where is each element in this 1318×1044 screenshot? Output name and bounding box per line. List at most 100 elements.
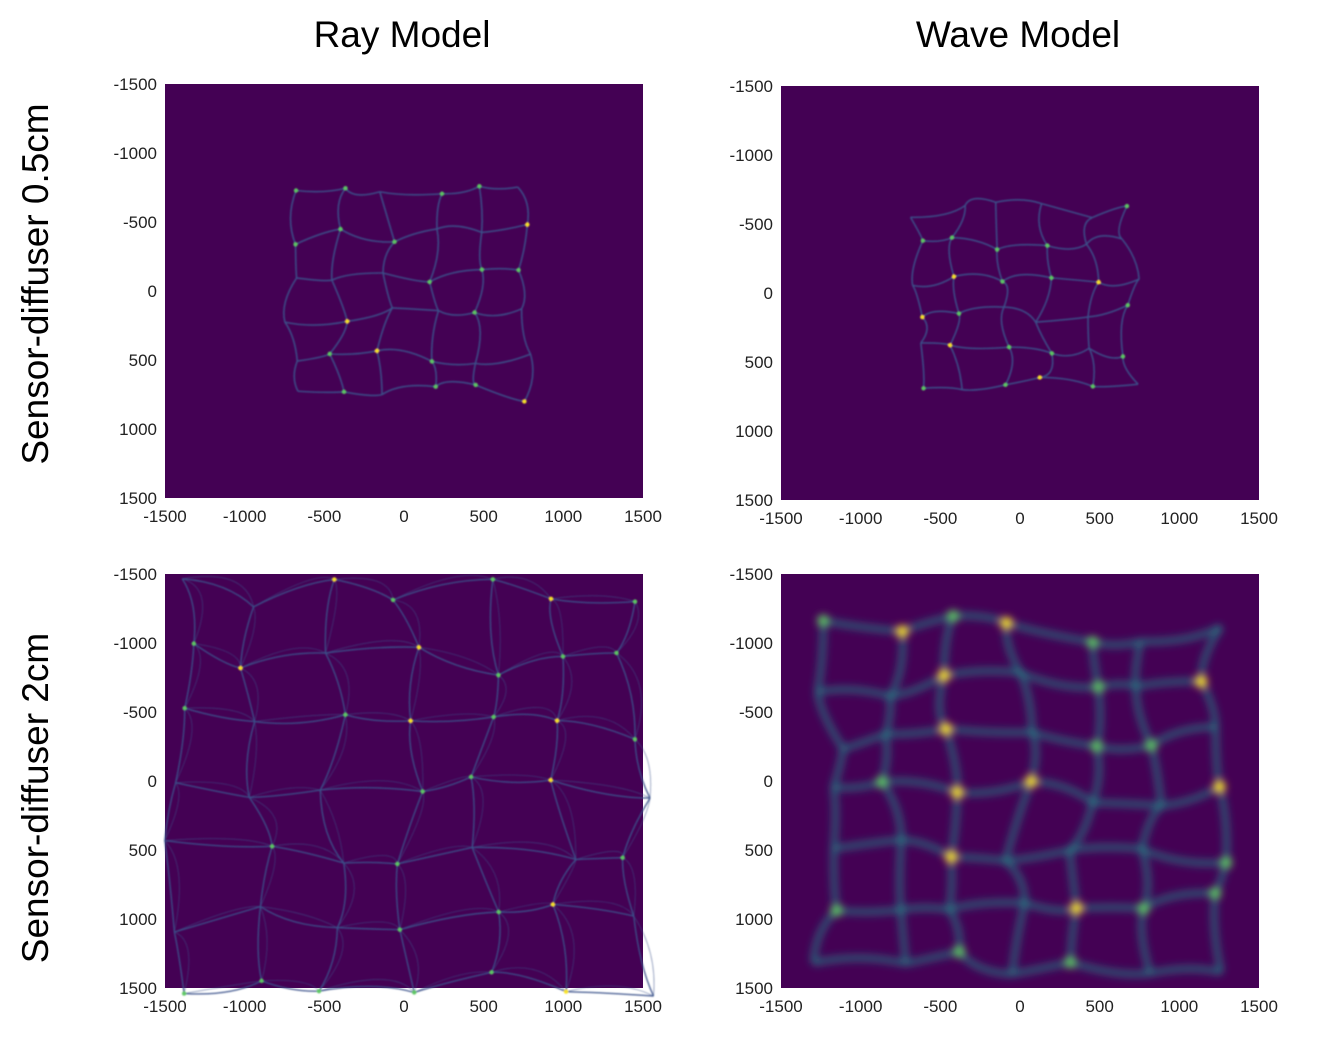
- caustic-peak: [951, 786, 963, 798]
- caustic-peak: [398, 927, 402, 931]
- heatmap-wave-2cm: -1500 -1000 -500 0 500 1000 1500-1500-1000-500…: [716, 560, 1296, 1030]
- row-title-0-5cm: Sensor-diffuser 0.5cm: [15, 103, 57, 464]
- y-tick-label: -1500: [730, 565, 773, 584]
- caustic-peak: [633, 599, 637, 603]
- x-tick-label: -500: [307, 997, 341, 1016]
- y-tick-label: 1500: [119, 489, 157, 508]
- caustic-peak: [417, 645, 421, 649]
- x-tick-label: 500: [469, 507, 497, 526]
- x-tick-label: -500: [923, 997, 957, 1016]
- caustic-peak: [421, 789, 425, 793]
- y-tick-label: 1000: [119, 910, 157, 929]
- caustic-line: [837, 910, 901, 912]
- caustic-peak: [561, 654, 565, 658]
- x-tick-label: 1000: [1160, 997, 1198, 1016]
- caustic-peak: [633, 737, 637, 741]
- caustic-peak: [473, 383, 477, 387]
- caustic-line: [901, 908, 949, 910]
- y-tick-label: -1000: [730, 634, 773, 653]
- caustic-line: [1216, 727, 1220, 787]
- caustic-peak: [1091, 740, 1103, 752]
- caustic-peak: [921, 239, 925, 243]
- caustic-peak: [1064, 956, 1076, 968]
- caustic-peak: [620, 856, 624, 860]
- y-tick-label: 1500: [119, 979, 157, 998]
- caustic-peak: [953, 946, 965, 958]
- caustic-peak: [522, 399, 526, 403]
- y-tick-label: 1000: [735, 910, 773, 929]
- caustic-peak: [555, 718, 559, 722]
- caustic-peak: [1038, 375, 1042, 379]
- plot-background: [781, 86, 1259, 500]
- x-tick-label: 1500: [624, 507, 662, 526]
- caustic-peak: [1003, 383, 1007, 387]
- caustic-peak: [1121, 354, 1125, 358]
- caustic-peak: [920, 315, 924, 319]
- x-tick-label: 1000: [544, 507, 582, 526]
- x-tick-label: -1500: [759, 509, 802, 528]
- x-tick-label: -1500: [143, 997, 186, 1016]
- y-tick-label: -500: [739, 215, 773, 234]
- caustic-peak: [1007, 345, 1011, 349]
- caustic-peak: [938, 670, 950, 682]
- caustic-peak: [469, 775, 473, 779]
- caustic-peak: [491, 715, 495, 719]
- caustic-peak: [338, 227, 342, 231]
- x-tick-label: -1000: [223, 997, 266, 1016]
- x-tick-label: 1000: [544, 997, 582, 1016]
- caustic-peak: [947, 610, 959, 622]
- caustic-peak: [817, 615, 829, 627]
- y-tick-label: -1500: [730, 77, 773, 96]
- caustic-peak: [525, 222, 529, 226]
- caustic-peak: [343, 186, 347, 190]
- plot-background: [165, 84, 643, 498]
- caustic-line: [1097, 687, 1100, 746]
- caustic-peak: [831, 904, 843, 916]
- plot-background: [165, 574, 643, 988]
- x-tick-label: 500: [1085, 509, 1113, 528]
- y-tick-label: 1000: [735, 422, 773, 441]
- y-tick-label: -500: [123, 213, 157, 232]
- caustic-peak: [1087, 636, 1099, 648]
- caustic-peak: [270, 844, 274, 848]
- caustic-peak: [477, 184, 481, 188]
- x-tick-label: -1000: [223, 507, 266, 526]
- caustic-peak: [549, 597, 553, 601]
- caustic-peak: [327, 352, 331, 356]
- caustic-peak: [1049, 276, 1053, 280]
- caustic-peak: [342, 390, 346, 394]
- caustic-peak: [496, 673, 500, 677]
- caustic-peak: [1000, 279, 1004, 283]
- caustic-peak: [238, 666, 242, 670]
- caustic-line: [1070, 847, 1142, 850]
- y-tick-label: 0: [148, 772, 157, 791]
- x-tick-label: -1500: [759, 997, 802, 1016]
- column-title-ray: Ray Model: [162, 14, 642, 56]
- caustic-peak: [395, 862, 399, 866]
- caustic-line: [566, 992, 654, 996]
- caustic-peak: [491, 577, 495, 581]
- caustic-peak: [345, 319, 349, 323]
- caustic-peak: [876, 776, 888, 788]
- caustic-peak: [945, 851, 957, 863]
- caustic-peak: [1126, 303, 1130, 307]
- caustic-peak: [1096, 280, 1100, 284]
- column-title-wave: Wave Model: [778, 14, 1258, 56]
- y-tick-label: -1000: [114, 144, 157, 163]
- caustic-peak: [1209, 887, 1221, 899]
- caustic-peak: [192, 641, 196, 645]
- row-title-2cm: Sensor-diffuser 2cm: [15, 633, 57, 963]
- caustic-line: [949, 857, 952, 910]
- caustic-peak: [551, 902, 555, 906]
- caustic-peak: [391, 598, 395, 602]
- y-tick-label: -500: [123, 703, 157, 722]
- y-tick-label: 500: [129, 351, 157, 370]
- caustic-peak: [1125, 204, 1129, 208]
- y-tick-label: -1500: [114, 75, 157, 94]
- caustic-peak: [496, 910, 500, 914]
- caustic-peak: [1138, 902, 1150, 914]
- caustic-peak: [957, 311, 961, 315]
- caustic-peak: [940, 723, 952, 735]
- x-tick-label: -1500: [143, 507, 186, 526]
- heatmap-ray-2cm: -1500 -1000 -500 0 500 1000 1500-1500-1000-500…: [100, 560, 680, 1030]
